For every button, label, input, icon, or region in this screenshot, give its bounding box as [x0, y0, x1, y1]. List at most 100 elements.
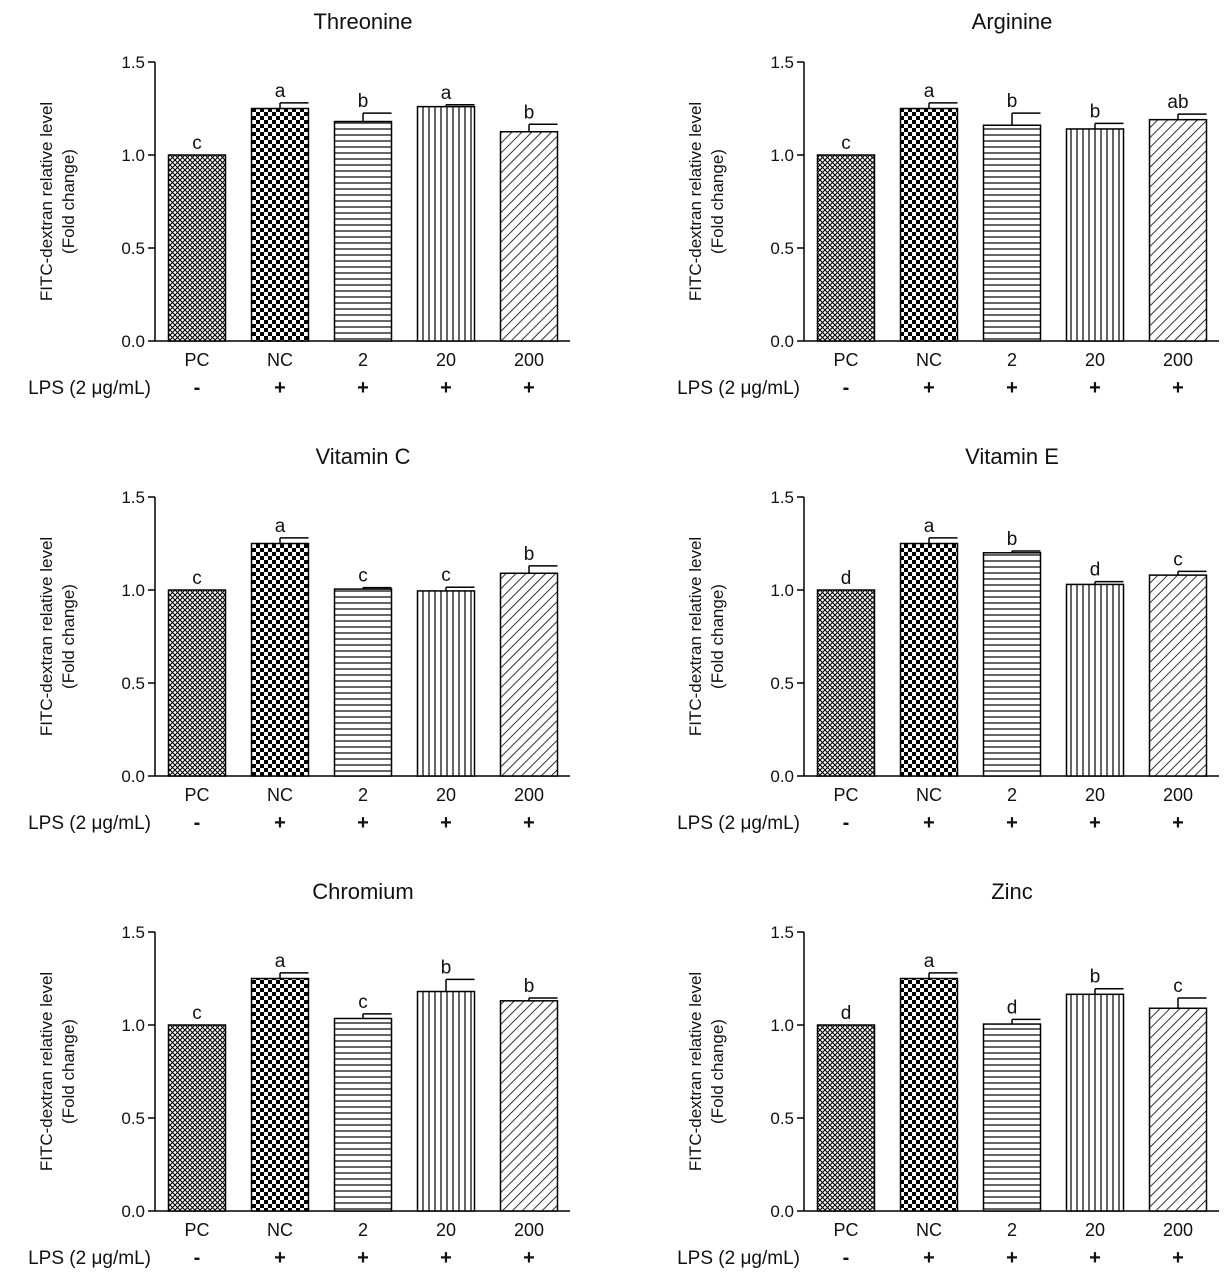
y-tick-label: 0.0 — [770, 1202, 794, 1221]
x-tick-label: 20 — [1085, 1220, 1105, 1240]
y-tick-label: 0.5 — [770, 1109, 794, 1128]
bar — [899, 107, 959, 342]
lps-sign: + — [523, 812, 535, 834]
y-tick-label: 1.0 — [770, 146, 794, 165]
lps-sign: + — [1089, 377, 1101, 399]
significance-letter: d — [841, 1003, 852, 1024]
chart-panel: Arginine 0.0 0.5 1.0 1.5 FITC-dextran relativ… — [677, 9, 1219, 399]
lps-label: LPS (2 μg/mL) — [28, 813, 151, 834]
bar — [167, 1024, 227, 1212]
bar — [816, 589, 876, 777]
lps-label: LPS (2 μg/mL) — [28, 1248, 151, 1269]
y-axis-label-line2: (Fold change) — [59, 1019, 78, 1124]
x-tick-label: NC — [916, 785, 942, 805]
bar — [982, 552, 1042, 777]
lps-sign: - — [194, 812, 201, 834]
bar — [982, 124, 1042, 342]
x-tick-label: 200 — [1163, 1220, 1193, 1240]
bar — [1148, 118, 1208, 342]
y-axis-label-line2: (Fold change) — [59, 584, 78, 689]
bar — [250, 107, 310, 342]
bar — [899, 977, 959, 1212]
bar — [1065, 583, 1125, 777]
lps-sign: + — [274, 812, 286, 834]
significance-letter: b — [1090, 101, 1101, 122]
x-tick-label: 20 — [436, 1220, 456, 1240]
x-tick-label: 2 — [1007, 1220, 1017, 1240]
lps-sign: + — [357, 1247, 369, 1269]
significance-letter: c — [192, 1003, 202, 1024]
x-tick-label: PC — [184, 1220, 209, 1240]
bar — [899, 542, 959, 777]
significance-letter: c — [441, 565, 451, 586]
chart-panel: Threonine 0.0 0.5 1.0 1.5 FITC-dextran relati… — [28, 9, 570, 399]
y-axis-label-line1: FITC-dextran relative level — [686, 102, 705, 301]
lps-label: LPS (2 μg/mL) — [677, 1248, 800, 1269]
bar — [250, 977, 310, 1212]
lps-label: LPS (2 μg/mL) — [677, 378, 800, 399]
chart-panel: Zinc 0.0 0.5 1.0 1.5 FITC-dextran relative le… — [677, 879, 1219, 1269]
lps-sign: + — [1006, 812, 1018, 834]
y-tick-label: 1.5 — [121, 53, 145, 72]
y-tick-label: 0.5 — [121, 1109, 145, 1128]
y-tick-label: 1.0 — [121, 146, 145, 165]
lps-label: LPS (2 μg/mL) — [677, 813, 800, 834]
significance-letter: a — [275, 951, 286, 972]
bar — [167, 589, 227, 777]
y-tick-label: 0.0 — [770, 767, 794, 786]
significance-letter: b — [524, 976, 535, 997]
y-tick-label: 1.0 — [121, 1016, 145, 1035]
x-tick-label: 2 — [358, 350, 368, 370]
x-tick-label: PC — [184, 785, 209, 805]
significance-letter: c — [1173, 549, 1183, 570]
y-axis-label-line1: FITC-dextran relative level — [37, 102, 56, 301]
chart-panel: Chromium 0.0 0.5 1.0 1.5 FITC-dextran relativ… — [28, 879, 570, 1269]
bar — [816, 154, 876, 342]
bar — [416, 105, 476, 342]
y-tick-label: 0.0 — [121, 767, 145, 786]
y-tick-label: 0.5 — [121, 239, 145, 258]
x-tick-label: NC — [267, 785, 293, 805]
significance-letter: d — [1007, 997, 1018, 1018]
bar — [333, 1017, 393, 1212]
x-tick-label: 200 — [1163, 785, 1193, 805]
significance-letter: c — [1173, 976, 1183, 997]
significance-letter: a — [924, 951, 935, 972]
x-tick-label: NC — [267, 350, 293, 370]
lps-sign: - — [843, 812, 850, 834]
lps-sign: + — [1006, 1247, 1018, 1269]
significance-letter: b — [1007, 91, 1018, 112]
bar — [816, 1024, 876, 1212]
bar — [499, 572, 559, 777]
y-axis-label-line1: FITC-dextran relative level — [686, 972, 705, 1171]
x-tick-label: PC — [833, 785, 858, 805]
y-tick-label: 1.5 — [770, 923, 794, 942]
x-tick-label: PC — [833, 1220, 858, 1240]
y-axis-label-line2: (Fold change) — [708, 1019, 727, 1124]
lps-sign: + — [523, 377, 535, 399]
y-axis-label-line1: FITC-dextran relative level — [37, 972, 56, 1171]
significance-letter: a — [275, 516, 286, 537]
lps-sign: + — [357, 812, 369, 834]
y-axis-label-line2: (Fold change) — [59, 149, 78, 254]
lps-sign: - — [843, 377, 850, 399]
chart-title: Vitamin C — [316, 444, 411, 469]
x-tick-label: 20 — [1085, 350, 1105, 370]
bar — [333, 120, 393, 342]
x-tick-label: PC — [184, 350, 209, 370]
y-axis-label-line2: (Fold change) — [708, 584, 727, 689]
chart-title: Arginine — [972, 9, 1053, 34]
significance-letter: d — [1090, 560, 1101, 581]
significance-letter: b — [524, 102, 535, 123]
lps-sign: + — [440, 1247, 452, 1269]
y-tick-label: 1.0 — [770, 581, 794, 600]
y-tick-label: 0.5 — [770, 239, 794, 258]
bar — [1148, 1007, 1208, 1212]
x-tick-label: 200 — [514, 785, 544, 805]
bar — [250, 542, 310, 777]
bar — [1065, 128, 1125, 342]
y-tick-label: 1.5 — [770, 488, 794, 507]
significance-letter: a — [924, 516, 935, 537]
chart-panel: Vitamin C 0.0 0.5 1.0 1.5 FITC-dextran relati… — [28, 444, 570, 834]
